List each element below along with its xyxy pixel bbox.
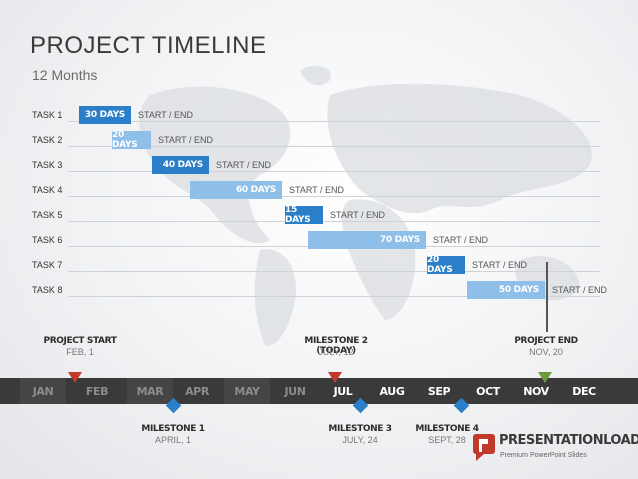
row-divider — [68, 221, 600, 222]
task-label: TASK 2 — [32, 135, 63, 145]
task-label: TASK 7 — [32, 260, 63, 270]
milestone-project-start-date: FEB, 1 — [66, 347, 94, 357]
project-end-marker-icon — [538, 372, 552, 383]
task-bar[interactable]: 70 DAYS — [308, 231, 426, 249]
task-bar[interactable]: 30 DAYS — [79, 106, 131, 124]
milestone-2-date: JULY, 12 — [318, 347, 354, 357]
page-subtitle: 12 Months — [32, 67, 98, 83]
logo-tagline: Premium PowerPoint Slides — [500, 452, 587, 459]
task-start-end: START / END — [216, 160, 272, 170]
month-apr: APR — [185, 384, 209, 398]
row-divider — [68, 271, 600, 272]
milestone-2-marker-icon — [328, 372, 342, 383]
milestone-4-title: MILESTONE 4 — [415, 424, 479, 434]
month-dec: DEC — [572, 384, 596, 398]
row-divider — [68, 146, 600, 147]
month-mar: MAR — [127, 378, 173, 404]
milestone-4-date: SEPT, 28 — [428, 435, 466, 445]
row-divider — [68, 196, 600, 197]
task-label: TASK 4 — [32, 185, 63, 195]
logo-name: PRESENTATIONLOAD — [499, 433, 638, 448]
row-divider — [68, 296, 600, 297]
task-bar[interactable]: 20 DAYS — [112, 130, 151, 150]
month-band — [0, 378, 638, 404]
month-jun: JUN — [284, 384, 306, 398]
task-start-end: START / END — [330, 210, 386, 220]
task-label: TASK 8 — [32, 285, 63, 295]
month-feb: FEB — [85, 384, 109, 398]
row-divider — [68, 121, 600, 122]
month-oct: OCT — [476, 384, 500, 398]
milestone-project-end-date: NOV, 20 — [529, 347, 563, 357]
milestone-1-date: APRIL, 1 — [154, 435, 192, 445]
task-start-end: START / END — [138, 110, 194, 120]
month-nov: NOV — [523, 384, 549, 398]
task-bar[interactable]: 50 DAYS — [467, 281, 545, 299]
task-label: TASK 1 — [32, 110, 63, 120]
task-bar[interactable]: 60 DAYS — [190, 181, 282, 199]
task-start-end: START / END — [433, 235, 489, 245]
milestone-3-date: JULY, 24 — [342, 435, 378, 445]
task-bar[interactable]: 40 DAYS — [152, 156, 209, 174]
page-title: PROJECT TIMELINE — [30, 32, 267, 59]
milestone-1-title: MILESTONE 1 — [141, 424, 205, 434]
milestone-project-end-title: PROJECT END — [514, 336, 578, 346]
month-may: MAY — [224, 378, 270, 404]
task-start-end: START / END — [289, 185, 345, 195]
task-start-end: START / END — [158, 135, 214, 145]
milestone-3-title: MILESTONE 3 — [328, 424, 392, 434]
project-end-line — [546, 262, 548, 332]
task-label: TASK 5 — [32, 210, 63, 220]
task-label: TASK 6 — [32, 235, 63, 245]
month-jan: JAN — [20, 378, 66, 404]
task-label: TASK 3 — [32, 160, 63, 170]
row-divider — [68, 171, 600, 172]
project-start-marker-icon — [68, 372, 82, 383]
presentationload-logo-icon — [473, 434, 495, 461]
month-aug: AUG — [379, 384, 405, 398]
task-start-end: START / END — [472, 260, 528, 270]
task-bar[interactable]: 15 DAYS — [285, 205, 323, 225]
month-jul: JUL — [333, 384, 353, 398]
task-start-end: START / END — [552, 285, 608, 295]
month-sep: SEP — [427, 384, 451, 398]
task-bar[interactable]: 20 DAYS — [427, 255, 465, 275]
milestone-2-title: MILESTONE 2 (TODAY) — [304, 336, 368, 356]
milestone-project-start-title: PROJECT START — [43, 336, 117, 346]
